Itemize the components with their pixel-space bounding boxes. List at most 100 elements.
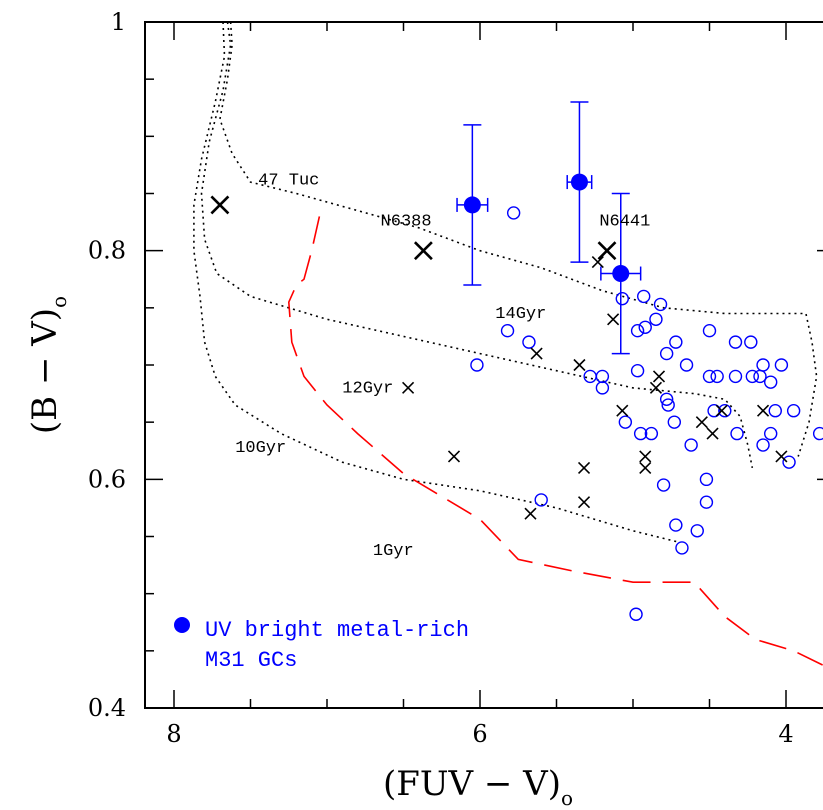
open-circle-point (595, 369, 610, 384)
y-tick-label: 1 (111, 8, 126, 36)
open-circle-point (718, 404, 732, 418)
open-circle-point (728, 369, 743, 384)
cross-point (573, 358, 586, 372)
isochrone-10gyr (193, 22, 680, 543)
legend-line-1: UV bright metal-rich (205, 618, 469, 643)
isochrone-12gyr (200, 22, 754, 469)
cross-point (695, 416, 708, 429)
x-axis-label: (FUV − V)o (383, 764, 573, 810)
open-circle-point (774, 358, 789, 372)
cross-point (639, 461, 652, 474)
legend-line-2: M31 GCs (205, 648, 297, 673)
open-circle-point (659, 346, 674, 361)
open-circle-point (684, 438, 698, 452)
plot-frame (144, 21, 823, 709)
open-circle-point (702, 323, 717, 338)
cross-point (715, 404, 728, 417)
open-circle-point (702, 369, 717, 384)
cluster-cross-point (210, 195, 230, 215)
cross-point (447, 450, 461, 463)
cross-point (652, 370, 666, 383)
open-circle-point (745, 369, 760, 384)
cross-point (591, 256, 604, 269)
open-circle-point (659, 392, 674, 406)
open-circle-point (679, 358, 694, 372)
annotation-14gyr: 14Gyr (495, 305, 546, 324)
cross-point (775, 450, 788, 463)
annotation-12gyr: 12Gyr (342, 379, 393, 398)
x-axis-label-subscript: o (561, 786, 573, 810)
y-tick-label: 0.8 (88, 237, 126, 265)
open-circle-point (786, 404, 801, 418)
open-circle-point (653, 297, 668, 312)
annotation-n6441: N6441 (599, 213, 650, 232)
open-circle-point (744, 335, 758, 349)
open-circle-point (534, 493, 548, 507)
x-tick-label: 6 (472, 720, 487, 748)
legend: UV bright metal-rich M31 GCs (174, 617, 469, 673)
open-circle-point (707, 404, 721, 418)
open-circle-point (699, 495, 714, 509)
open-circle-point (656, 478, 671, 492)
cross-point (577, 461, 591, 474)
open-circle-point (669, 335, 683, 349)
open-circle-point (583, 369, 597, 384)
cross-point (706, 427, 719, 440)
open-circle-point (768, 404, 782, 418)
annotation-n6388: N6388 (381, 213, 432, 232)
open-circle-point (644, 426, 659, 441)
open-circle-point (764, 375, 778, 389)
open-circle-point (661, 398, 675, 412)
filled-circle-point (612, 265, 630, 283)
cross-point (756, 404, 770, 417)
x-tick-label: 4 (778, 720, 793, 748)
open-circle-point (595, 381, 610, 395)
cross-point (530, 347, 543, 360)
open-circle-point (470, 358, 484, 372)
open-circle-point (764, 426, 778, 441)
open-circle-point (669, 518, 683, 532)
cluster-cross-point (597, 241, 617, 261)
filled-circle-point (463, 196, 481, 214)
cross-point (524, 507, 537, 520)
annotation-47-tuc: 47 Tuc (258, 171, 319, 190)
cross-point (616, 404, 629, 417)
open-circle-point (667, 415, 682, 429)
open-circle-point (710, 369, 724, 384)
open-circle-point (629, 607, 643, 621)
x-tick-label: 8 (166, 720, 181, 748)
legend-marker (174, 617, 190, 633)
y-axis-label-subscript: o (47, 296, 71, 308)
open-circle-point (649, 312, 663, 326)
open-circle-point (500, 323, 515, 338)
isochrone-14gyr (219, 22, 818, 457)
annotation-1gyr: 1Gyr (373, 542, 414, 561)
open-circle-point (615, 291, 629, 306)
cross-point (607, 313, 620, 326)
y-tick-label: 0.4 (88, 694, 126, 722)
open-circle-point (756, 438, 770, 452)
open-circle-point (637, 289, 651, 304)
open-circle-point (812, 426, 823, 441)
open-circle-point (638, 320, 652, 334)
annotation-10gyr: 10Gyr (235, 439, 286, 458)
open-circle-point (756, 358, 770, 372)
open-circle-point (753, 369, 767, 384)
open-circle-point (618, 415, 633, 429)
open-circle-point (633, 426, 648, 441)
cross-point (649, 381, 663, 394)
open-circle-point (699, 472, 714, 487)
cross-point (402, 381, 415, 394)
open-circle-point (782, 455, 796, 469)
cross-point (639, 450, 652, 463)
open-circle-point (730, 426, 744, 441)
y-tick-label: 0.6 (88, 465, 126, 493)
cross-point (577, 496, 591, 509)
open-circle-point (630, 364, 645, 378)
y-axis-label: (B − V)o (25, 296, 71, 434)
open-circle-point (690, 524, 704, 538)
open-circle-point (522, 335, 536, 349)
open-circle-point (630, 323, 645, 338)
open-circle-point (675, 541, 689, 555)
